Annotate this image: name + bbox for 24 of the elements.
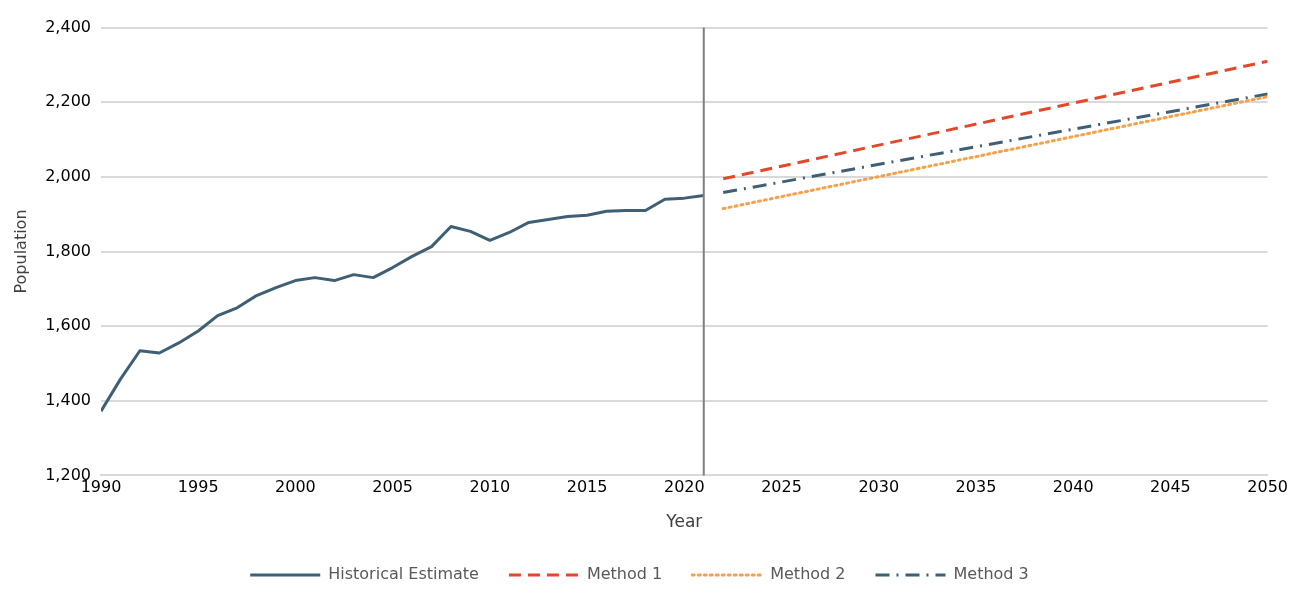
x-tick-label: 2015 bbox=[566, 477, 608, 497]
x-tick-label: 2020 bbox=[663, 477, 705, 497]
y-tick-label: 1,600 bbox=[45, 315, 91, 335]
x-tick-label: 2030 bbox=[858, 477, 900, 497]
x-tick-label: 2035 bbox=[955, 477, 997, 497]
y-tick-label: 1,400 bbox=[45, 389, 91, 409]
x-tick-label: 2045 bbox=[1150, 477, 1191, 497]
x-axis-title: Year bbox=[665, 511, 703, 532]
x-tick-label: 2025 bbox=[761, 477, 802, 497]
y-tick-label: 2,400 bbox=[45, 16, 91, 36]
x-tick-label: 1995 bbox=[177, 477, 219, 497]
x-tick-label: 2010 bbox=[469, 477, 511, 497]
x-tick-label: 2040 bbox=[1052, 477, 1094, 497]
x-tick-label: 2000 bbox=[275, 477, 316, 497]
y-tick-label: 2,000 bbox=[45, 166, 91, 186]
legend-label: Historical Estimate bbox=[328, 564, 479, 584]
legend-label: Method 3 bbox=[953, 564, 1029, 584]
legend-label: Method 1 bbox=[586, 564, 663, 584]
y-tick-label: 1,800 bbox=[45, 240, 91, 260]
x-tick-label: 2050 bbox=[1247, 477, 1288, 497]
x-tick-label: 2005 bbox=[372, 477, 414, 497]
y-axis-title: Population bbox=[10, 209, 30, 294]
legend-label: Method 2 bbox=[770, 564, 846, 584]
y-tick-label: 2,200 bbox=[45, 91, 91, 111]
